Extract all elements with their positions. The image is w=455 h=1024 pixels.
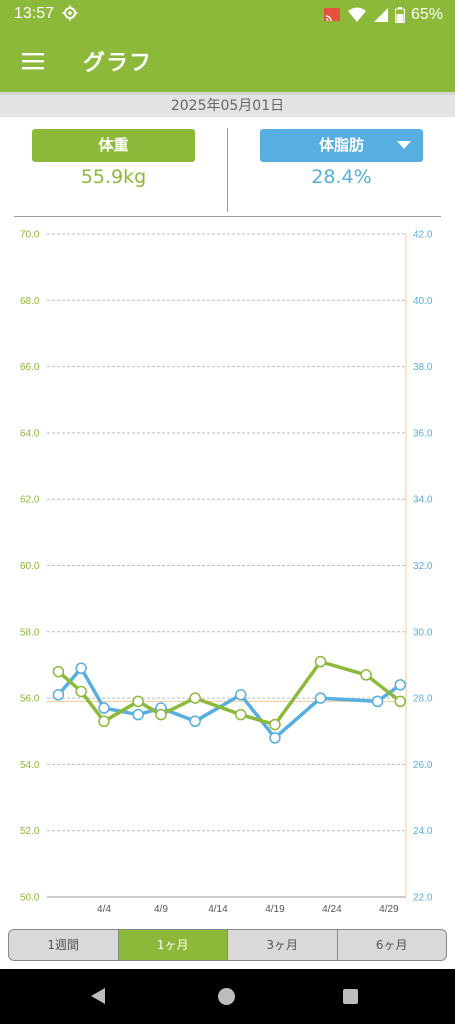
x-axis-tick-label: 4/19 [265,904,285,915]
caret-down-icon [397,141,411,149]
data-point [132,708,144,721]
y-axis-right-tick-label: 22.0 [413,893,433,904]
y-axis-right-tick-label: 34.0 [413,495,433,506]
x-axis-tick-label: 4/29 [379,904,399,915]
data-point [52,689,65,701]
y-axis-left-tick-label: 64.0 [20,428,40,439]
data-point [75,662,87,675]
date-bar: 2025年05月01日 [0,92,455,117]
y-axis-left-tick-label: 60.0 [20,561,40,572]
weight-label: 体重 [98,136,129,154]
data-point [98,702,110,714]
weight-value: 55.9kg [80,166,147,188]
y-axis-left-tick-label: 50.0 [20,893,40,904]
y-axis-right-tick-label: 42.0 [413,230,433,241]
hamburger-menu-icon[interactable] [22,52,44,70]
divider [14,216,441,217]
y-axis-left-tick-label: 52.0 [20,826,40,837]
x-axis-tick-label: 4/9 [154,904,168,915]
back-icon[interactable] [91,988,105,1004]
weight-button[interactable]: 体重 [32,129,195,162]
data-point [155,708,167,721]
tab-1-week[interactable]: 1週間 [9,930,119,960]
x-axis-tick-label: 4/14 [208,904,228,915]
y-axis-right-tick-label: 28.0 [413,694,433,705]
body-fat-value: 28.4% [311,166,372,188]
data-point [75,685,87,698]
y-axis-right-tick-label: 38.0 [413,362,433,373]
data-point [234,689,247,701]
tab-3-months[interactable]: 3ヶ月 [228,930,338,960]
battery-icon [394,7,405,23]
y-axis-left-tick-label: 66.0 [20,362,40,373]
data-point [394,695,407,708]
series-line [57,666,402,740]
wifi-icon [347,7,366,22]
y-axis-left-tick-label: 68.0 [20,296,40,307]
y-axis-left-tick-label: 54.0 [20,760,40,771]
page-title: グラフ [83,51,153,76]
cast-icon [323,8,340,22]
data-point [132,695,144,708]
tab-6-months[interactable]: 6ヶ月 [375,938,408,952]
app-bar: グラフ [0,30,455,92]
y-axis-right-tick-label: 32.0 [413,561,433,572]
x-axis-tick-label: 4/4 [97,904,111,915]
battery-percentage: 65% [410,6,443,23]
body-fat-dropdown[interactable]: 体脂肪 [260,129,423,162]
data-point [314,692,327,704]
range-tabs: 1週間 1ヶ月 3ヶ月 6ヶ月 [8,929,447,961]
metric-divider [227,128,228,212]
y-axis-left-tick-label: 62.0 [20,495,40,506]
series-line [57,659,402,727]
data-point [269,718,281,731]
y-axis-right-tick-label: 30.0 [413,627,433,638]
data-point [360,669,372,681]
home-icon[interactable] [218,988,235,1005]
data-point [394,679,407,691]
data-point [314,655,327,668]
tab-1-month[interactable]: 1ヶ月 [118,930,228,960]
status-time: 13:57 [14,5,55,22]
y-axis-right-tick-label: 24.0 [413,826,433,837]
selected-date: 2025年05月01日 [170,98,285,114]
status-icons: 65% [323,4,443,26]
y-axis-right-tick-label: 26.0 [413,760,433,771]
y-axis-right-tick-label: 36.0 [413,428,433,439]
data-point [98,715,110,728]
navigation-bar [0,969,455,1024]
body-fat-label: 体脂肪 [318,136,364,154]
status-bar: 13:57 65% [0,0,455,30]
weight-bodyfat-chart[interactable]: 50.0 52.0 54.0 56.0 58.0 60.0 62.0 64.0 66.0 68.0… [0,220,455,920]
settings-icon [62,5,78,21]
recents-icon[interactable] [343,989,358,1004]
data-point [371,695,384,708]
y-axis-left-tick-label: 70.0 [20,230,40,241]
x-axis-tick-label: 4/24 [322,904,342,915]
data-point [269,732,281,744]
data-point [234,708,247,721]
signal-icon [373,8,388,22]
data-point [189,692,201,704]
data-point [52,665,65,678]
y-axis-left-tick-label: 56.0 [20,694,40,705]
y-axis-right-tick-label: 40.0 [413,296,433,307]
y-axis-left-tick-label: 58.0 [20,627,40,638]
data-point [189,715,201,728]
